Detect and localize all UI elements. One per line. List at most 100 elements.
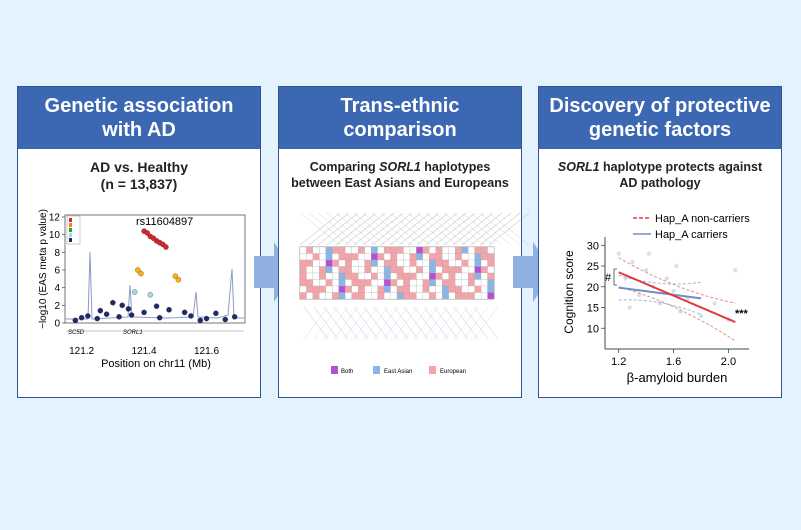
haplotype-cell [351,259,359,267]
subtitle-text: haplotypes [420,160,491,174]
ld-line [380,212,422,246]
background-point [733,267,738,273]
gene-label-sc5d: SC5D [68,330,85,336]
confidence-band [618,274,702,285]
haplotype-cell [474,246,482,254]
haplotype-cell [306,285,314,293]
ld-line [363,306,389,340]
haplotype-cell [396,272,404,280]
haplotype-cell [332,246,339,254]
ld-line [443,306,469,340]
haplotype-cell [312,253,320,261]
haplotype-cell [409,292,417,300]
haplotype-cell [312,246,320,254]
haplotype-cell [358,285,365,293]
haplotype-cell [325,246,333,254]
haplotype-cell [390,266,398,274]
haplotype-cell [345,259,352,267]
y-tick-labels: 10 15 20 25 30 [587,240,605,335]
haplotype-grid [299,246,495,300]
haplotype-cell [351,253,359,261]
haplotype-cell [312,259,320,267]
haplotype-cell [455,246,462,254]
haplotype-cell [461,279,469,287]
haplotype-cell [422,266,430,274]
haplotype-cell [319,246,326,254]
haplotype-cell [480,272,488,280]
haplotype-cell [474,259,482,267]
haplotype-cell [319,272,326,280]
haplotype-cell [468,259,475,267]
haplotype-cell [429,285,436,293]
haplotype-cell [474,279,482,287]
haplotype-cell [351,272,359,280]
haplotype-cell [306,259,314,267]
snp-point [213,310,219,317]
background-point [671,288,676,294]
y-axis-label: Cognition score [562,250,576,334]
haplotype-cell [351,285,359,293]
haplotype-cell [435,292,443,300]
haplotype-cell [396,292,404,300]
snp-point [147,291,154,298]
haplotype-cell [448,285,456,293]
haplotype-cell [416,246,423,254]
haplotype-cell [338,259,346,267]
haplotype-cell [403,266,411,274]
snp-point [125,306,132,312]
haplotype-cell [377,253,385,261]
haplotype-cell [338,285,346,293]
haplotype-cell [332,253,339,261]
haplotype-cell [487,259,495,267]
haplotype-cell [345,266,352,274]
regression-line-carriers [618,286,702,300]
y-tick-labels: 0 2 4 6 8 10 12 [49,213,65,330]
haplotype-cell [319,266,326,274]
haplotype-cell [390,292,398,300]
panel-subtitle: SORL1 haplotype protects against AD path… [539,159,781,191]
haplotype-cell [371,285,378,293]
legend-swatch-both [331,366,338,374]
haplotype-cell [358,259,365,267]
panel-subtitle: AD vs. Healthy (n = 13,837) [18,159,260,193]
ld-line [362,212,404,246]
haplotype-cell [422,279,430,287]
haplotype-cell [461,292,469,300]
haplotype-cell [383,246,391,254]
haplotype-cell [351,246,359,254]
haplotype-cell [390,272,398,280]
haplotype-cell [461,259,469,267]
ld-line [413,306,439,340]
haplotype-cell [319,259,326,267]
ld-line [461,212,503,246]
significance-hash: # [605,272,612,284]
snp-point [97,307,104,314]
haplotype-cell [468,285,475,293]
haplotype-cell [345,246,352,254]
snp-point [110,299,116,306]
x-tick-label: 1.6 [666,356,681,368]
haplotype-cell [403,253,411,261]
haplotype-cell [455,259,462,267]
ld-line [323,306,349,340]
snp-point [128,312,135,318]
snp-point [231,314,238,320]
haplotype-cell [461,285,469,293]
snp-point [94,315,100,322]
y-tick-label: 10 [49,230,61,241]
haplotype-cell [332,279,339,287]
haplotype-cell [371,259,378,267]
haplotype-cell [319,292,326,300]
confidence-band [618,257,736,304]
haplotype-cell [403,285,411,293]
haplotype-cell [299,292,307,300]
haplotype-cell [383,292,391,300]
x-tick-labels: 1.2 1.6 2.0 [611,349,736,368]
haplotype-cell [306,279,314,287]
ld-line [353,212,395,246]
haplotype-cell [409,259,417,267]
haplotype-cell [364,246,372,254]
haplotype-cell [345,285,352,293]
